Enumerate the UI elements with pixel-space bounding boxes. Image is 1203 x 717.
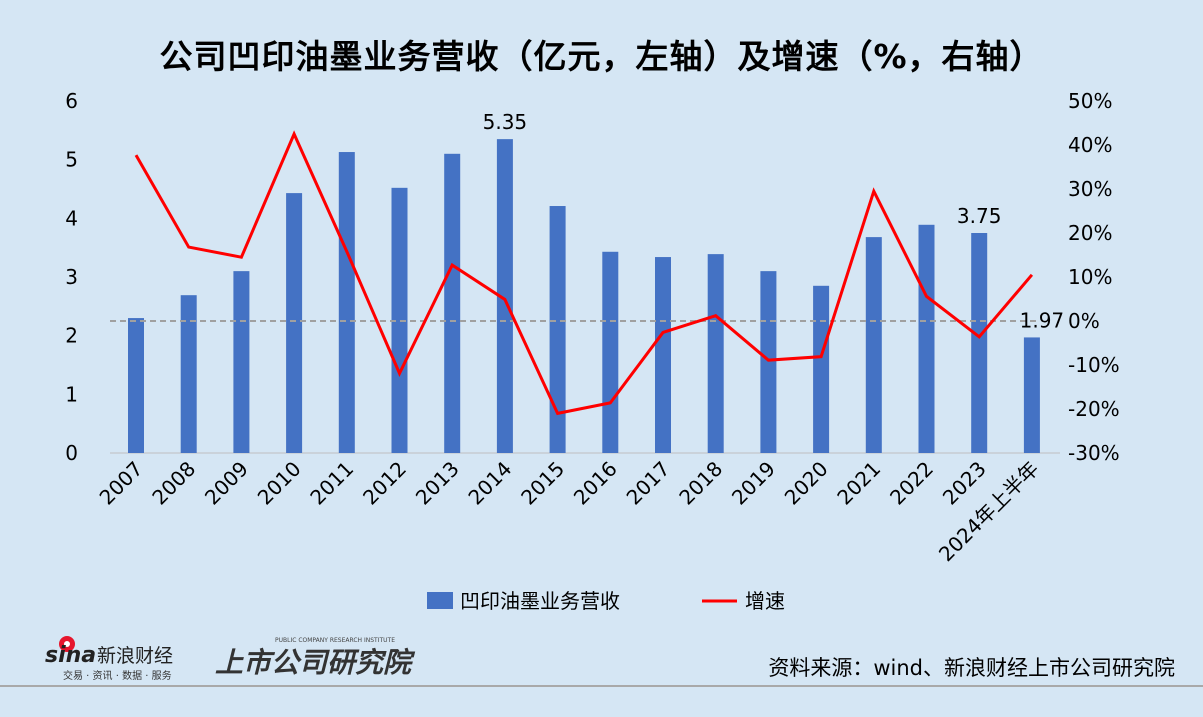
bar: [338, 152, 355, 454]
right-tick-label: 20%: [1068, 221, 1112, 245]
growth-line: [134, 130, 1034, 416]
right-tick-label: 0%: [1068, 309, 1100, 333]
legend-bar-label: 凹印油墨业务营收: [460, 589, 620, 613]
bar: [1023, 337, 1040, 453]
bar: [971, 233, 988, 453]
x-tick-label: 2022: [885, 457, 938, 510]
x-tick-label: 2007: [95, 457, 148, 510]
bar: [655, 257, 671, 453]
sina-logo: sina 新浪财经 交易 · 资讯 · 数据 · 服务: [45, 632, 215, 686]
left-tick-label: 0: [65, 441, 78, 465]
bar: [233, 271, 250, 453]
x-tick-label: 2009: [200, 457, 253, 510]
x-tick-label: 2008: [147, 457, 200, 510]
x-tick-label: 2010: [253, 457, 306, 510]
institute-logo: PUBLIC COMPANY RESEARCH INSTITUTE 上市公司研究…: [204, 632, 425, 686]
right-tick-label: 40%: [1068, 133, 1112, 157]
legend-line-label: 增速: [745, 589, 785, 613]
x-tick-label: 2014: [463, 457, 516, 510]
svg-text:新浪财经: 新浪财经: [97, 645, 173, 667]
right-tick-label: 50%: [1068, 89, 1112, 113]
x-tick-label: 2012: [358, 457, 411, 510]
bar: [391, 187, 408, 453]
x-tick-label: 2020: [780, 457, 833, 510]
x-tick-label: 2017: [622, 457, 675, 510]
bar: [813, 285, 830, 453]
svg-text:交易 · 资讯 · 数据 · 服务: 交易 · 资讯 · 数据 · 服务: [63, 669, 172, 682]
x-tick-label: 2021: [832, 457, 885, 510]
right-tick-label: -20%: [1068, 397, 1120, 421]
data-label: 3.75: [957, 204, 1002, 228]
bar: [444, 153, 461, 454]
legend-bar-swatch: [427, 592, 453, 609]
bar: [865, 237, 882, 453]
left-tick-label: 2: [65, 324, 78, 348]
bar: [180, 295, 197, 453]
divider: [0, 685, 1203, 687]
bar: [128, 318, 144, 453]
x-tick-label: 2016: [569, 457, 622, 510]
right-tick-label: -30%: [1068, 441, 1120, 465]
data-label: 1.97: [1020, 308, 1065, 332]
x-tick-label: 2019: [727, 457, 780, 510]
bar: [496, 139, 513, 453]
right-tick-label: 10%: [1068, 265, 1112, 289]
bar: [286, 193, 303, 453]
bar: [602, 251, 619, 453]
x-tick-label: 2018: [674, 457, 727, 510]
svg-text:上市公司研究院: 上市公司研究院: [215, 646, 416, 679]
x-tick-label: 2013: [411, 457, 464, 510]
bar: [549, 206, 566, 453]
svg-text:sina: sina: [45, 643, 96, 668]
x-tick-label: 2011: [305, 457, 358, 510]
left-tick-label: 1: [65, 382, 78, 406]
chart-title: 公司凹印油墨业务营收（亿元，左轴）及增速（%，右轴）: [159, 37, 1044, 76]
right-tick-label: -10%: [1068, 353, 1120, 377]
right-tick-label: 30%: [1068, 177, 1112, 201]
bar: [707, 254, 724, 453]
left-tick-label: 6: [65, 89, 78, 113]
svg-text:PUBLIC COMPANY RESEARCH INSTIT: PUBLIC COMPANY RESEARCH INSTITUTE: [275, 637, 395, 644]
data-label: 5.35: [483, 110, 528, 134]
bar: [918, 224, 935, 453]
x-tick-label: 2015: [516, 457, 569, 510]
source-note: 资料来源：wind、新浪财经上市公司研究院: [768, 656, 1175, 680]
left-tick-label: 4: [65, 206, 78, 230]
left-tick-label: 3: [65, 265, 78, 289]
bar: [760, 271, 777, 453]
left-tick-label: 5: [65, 148, 78, 172]
